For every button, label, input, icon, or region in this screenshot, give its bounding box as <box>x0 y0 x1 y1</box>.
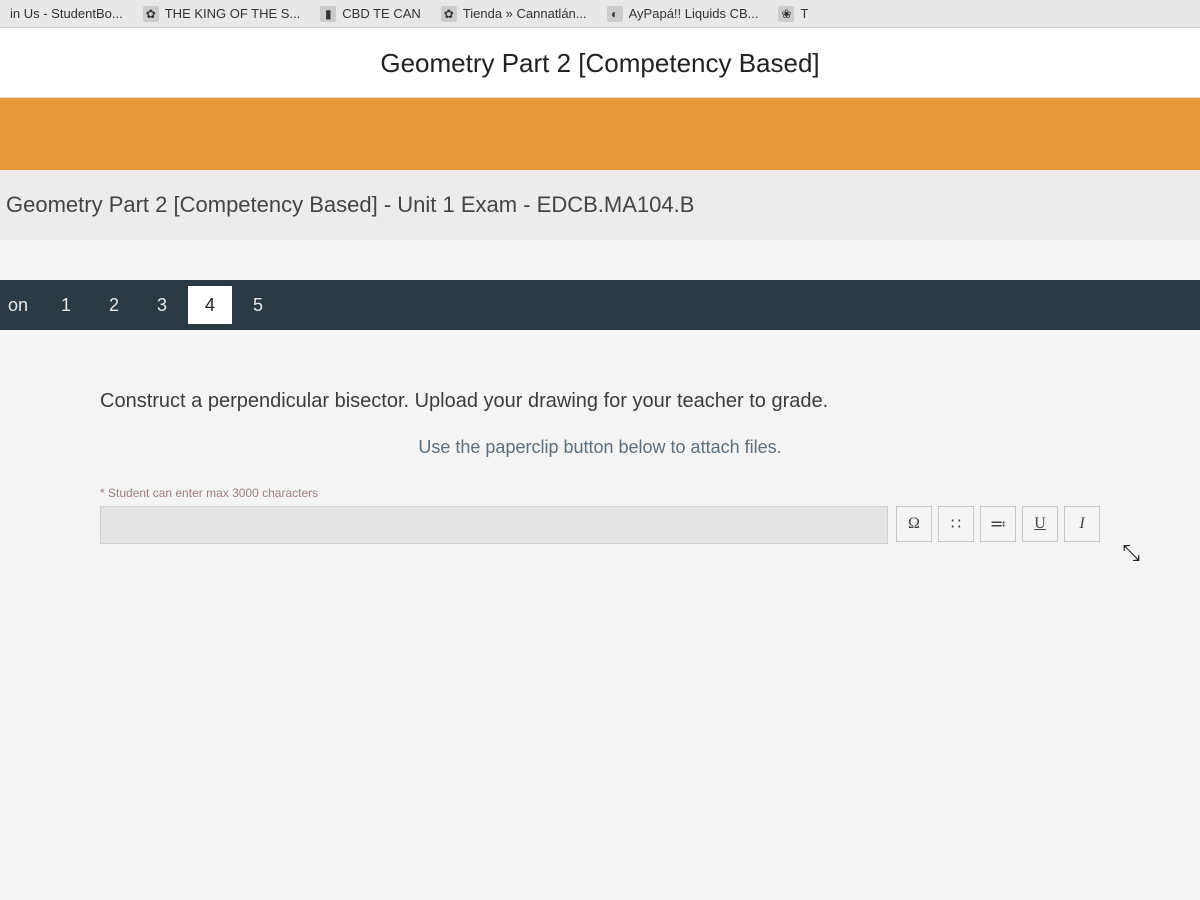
bookmark-item[interactable]: ▮ CBD TE CAN <box>314 4 427 24</box>
answer-input[interactable] <box>100 506 888 544</box>
flower-icon: ✿ <box>143 6 159 22</box>
bookmark-label: AyPapá!! Liquids CB... <box>629 6 759 21</box>
editor-toolbar: Ω ∷ ≕ U I <box>896 506 1100 544</box>
subscript-button[interactable]: ≕ <box>980 506 1016 542</box>
question-nav-3[interactable]: 3 <box>138 280 186 330</box>
exam-title: Geometry Part 2 [Competency Based] - Uni… <box>0 170 1200 240</box>
page-icon: ▮ <box>320 6 336 22</box>
question-nav-4[interactable]: 4 <box>186 284 234 326</box>
globe-icon: ◐ <box>607 6 623 22</box>
underline-button[interactable]: U <box>1022 506 1058 542</box>
omega-button[interactable]: Ω <box>896 506 932 542</box>
bookmark-label: T <box>800 6 808 21</box>
question-nav-5[interactable]: 5 <box>234 280 282 330</box>
course-title-text: Geometry Part 2 [Competency Based] <box>380 48 819 78</box>
superscript-button[interactable]: ∷ <box>938 506 974 542</box>
bookmark-item[interactable]: ◐ AyPapá!! Liquids CB... <box>601 4 765 24</box>
flower-icon: ❀ <box>778 6 794 22</box>
flower-icon: ✿ <box>441 6 457 22</box>
bookmark-item[interactable]: ✿ Tienda » Cannatlán... <box>435 4 593 24</box>
orange-band <box>0 98 1200 170</box>
char-limit-note: * Student can enter max 3000 characters <box>100 486 1100 500</box>
bookmark-label: Tienda » Cannatlán... <box>463 6 587 21</box>
exam-title-text: Geometry Part 2 [Competency Based] - Uni… <box>6 192 694 217</box>
course-title: Geometry Part 2 [Competency Based] <box>0 28 1200 98</box>
bookmark-label: THE KING OF THE S... <box>165 6 301 21</box>
question-nav-2[interactable]: 2 <box>90 280 138 330</box>
attach-hint: Use the paperclip button below to attach… <box>100 437 1100 458</box>
question-nav-label: on <box>0 280 42 330</box>
question-body: Construct a perpendicular bisector. Uplo… <box>0 330 1200 544</box>
question-nav-1[interactable]: 1 <box>42 280 90 330</box>
bookmark-label: CBD TE CAN <box>342 6 421 21</box>
italic-button[interactable]: I <box>1064 506 1100 542</box>
bookmark-item[interactable]: in Us - StudentBo... <box>4 4 129 23</box>
question-nav: on 1 2 3 4 5 <box>0 280 1200 330</box>
bookmark-item[interactable]: ❀ T <box>772 4 814 24</box>
question-prompt: Construct a perpendicular bisector. Uplo… <box>100 390 1100 413</box>
bookmark-label: in Us - StudentBo... <box>10 6 123 21</box>
bookmark-item[interactable]: ✿ THE KING OF THE S... <box>137 4 307 24</box>
bookmarks-bar: in Us - StudentBo... ✿ THE KING OF THE S… <box>0 0 1200 28</box>
editor-area: Ω ∷ ≕ U I <box>100 506 1100 544</box>
